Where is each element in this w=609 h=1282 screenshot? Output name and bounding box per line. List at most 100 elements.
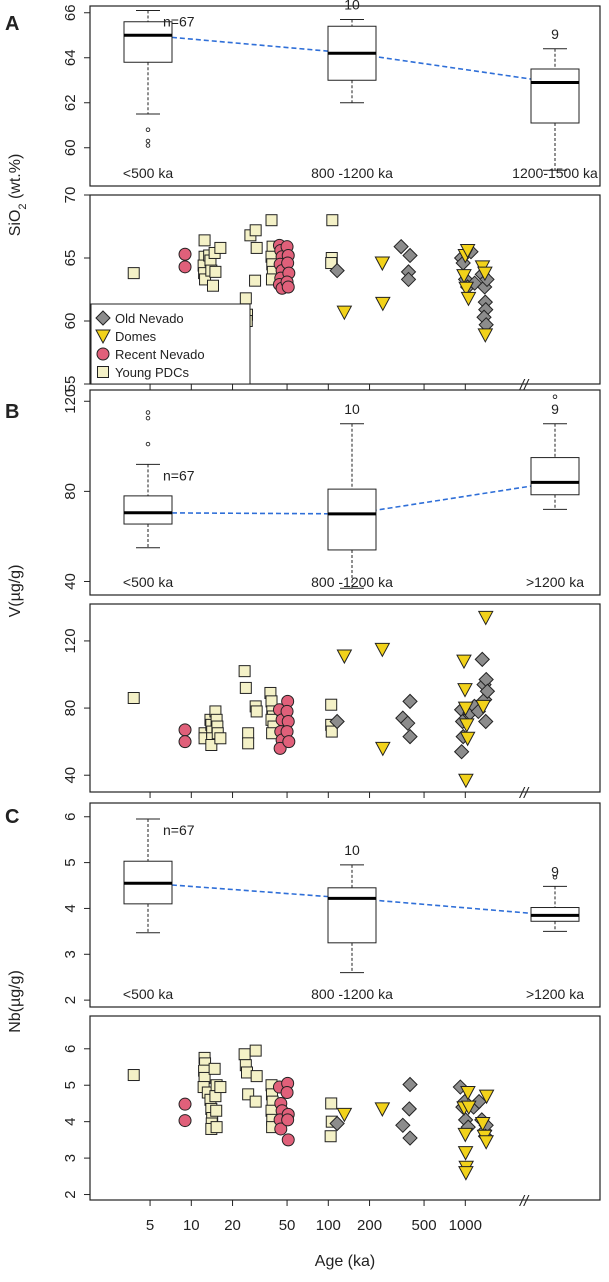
y-tick-label: 70: [62, 187, 79, 204]
axis-break-symbol: //: [519, 377, 530, 394]
square-marker: [206, 279, 219, 292]
boxplot-panel-C: 2 3 4 5 6 n=67 <500 ka 10 800 -1200 ka 9 >1200 ka: [62, 802, 601, 1008]
outlier-point: [552, 875, 558, 880]
box-group: 9 1200-1500 ka: [512, 26, 598, 181]
square-marker: [239, 681, 252, 694]
series-recent-nevado: [178, 1076, 295, 1147]
circle-marker: [178, 723, 192, 737]
box-group: 10 800 -1200 ka: [311, 401, 393, 590]
square-marker: [250, 705, 263, 718]
square-marker: [214, 732, 227, 745]
diamond-marker: [479, 683, 496, 699]
group-label: 800 -1200 ka: [311, 165, 393, 181]
y-tick-label: 4: [62, 1117, 79, 1125]
square-marker: [325, 1097, 338, 1110]
x-tick-label: 20: [224, 1217, 241, 1234]
sample-count-label: 9: [551, 401, 559, 417]
square-marker: [209, 265, 222, 278]
triangle-marker: [374, 296, 391, 312]
triangle-marker: [457, 1127, 474, 1143]
square-marker: [250, 1070, 263, 1083]
group-label: >1200 ka: [526, 986, 584, 1002]
square-marker: [127, 1069, 140, 1082]
axis-break-symbol: //: [519, 785, 530, 802]
iqr-box: [530, 457, 580, 496]
group-label: >1200 ka: [526, 574, 584, 590]
triangle-marker: [477, 328, 494, 343]
x-axis: 5 10 20 50 100 200 500 1000 Age (ka): [146, 1217, 482, 1270]
triangle-marker: [336, 1107, 353, 1123]
square-marker: [205, 739, 218, 751]
sample-count-label: 10: [344, 401, 360, 417]
square-marker: [198, 234, 211, 247]
diamond-marker: [471, 1093, 487, 1110]
triangle-marker: [459, 243, 476, 259]
x-tick-label: 1000: [449, 1217, 482, 1234]
triangle-marker: [374, 1102, 391, 1117]
triangle-marker: [460, 1086, 476, 1101]
square-marker: [250, 241, 263, 254]
square-marker: [249, 1095, 262, 1108]
triangle-marker: [457, 701, 474, 717]
y-tick-label: 6: [62, 813, 79, 821]
diamond-marker: [329, 713, 345, 730]
y-tick-label: 120: [62, 389, 79, 414]
plot-frame: [89, 603, 601, 793]
group-label: <500 ka: [123, 986, 173, 1002]
triangle-marker: [374, 741, 391, 757]
group-label: <500 ka: [123, 165, 173, 181]
circle-marker: [281, 280, 295, 294]
legend-label: Young PDCs: [115, 365, 189, 380]
y-tick-label: 40: [62, 767, 79, 784]
y-tick-label: 6: [62, 1045, 79, 1053]
y-axis-label: SiO2 (wt.%): [7, 154, 29, 237]
y-tick-label: 3: [62, 1154, 79, 1162]
series-young-pdcs: [127, 1044, 338, 1143]
triangle-marker: [456, 269, 472, 284]
square-marker: [238, 1048, 251, 1061]
box-group: n=67 <500 ka: [123, 410, 195, 590]
triangle-marker: [478, 1135, 495, 1150]
diamond-marker: [478, 713, 494, 730]
y-tick-label: 120: [62, 628, 79, 653]
iqr-box: [327, 488, 377, 551]
y-tick-label: 66: [62, 4, 79, 21]
group-label: 1200-1500 ka: [512, 165, 598, 181]
scatter-panel-A: 55 60 65 70 // Old Nevado Domes Recent Nevado Yo…: [62, 187, 601, 394]
square-marker: [242, 1088, 255, 1101]
outlier-point: [552, 394, 558, 400]
iqr-box: [530, 68, 580, 124]
sample-count-label: 10: [344, 842, 360, 858]
panel-letter: B: [5, 401, 19, 423]
square-marker: [325, 257, 338, 270]
legend-box: [90, 303, 251, 385]
square-marker: [242, 727, 255, 740]
legend: Old Nevado Domes Recent Nevado Young PDCs: [90, 303, 251, 385]
x-tick-label: 50: [279, 1217, 296, 1234]
legend-label: Recent Nevado: [115, 347, 205, 362]
circle-marker: [178, 260, 192, 274]
sample-count-label: 10: [344, 0, 360, 13]
diamond-marker: [453, 744, 470, 760]
x-tick-label: 10: [183, 1217, 200, 1234]
x-tick-label: 500: [412, 1217, 437, 1234]
y-tick-label: 55: [62, 376, 79, 393]
circle-marker: [281, 1113, 295, 1127]
square-marker: [97, 366, 109, 378]
plot-frame: [89, 802, 601, 1008]
square-marker: [249, 274, 262, 287]
y-axis-label-part: SiO: [7, 210, 24, 237]
y-axis-label-part: (wt.%): [7, 154, 24, 204]
circle-marker: [178, 735, 192, 749]
diamond-marker: [95, 310, 111, 326]
series-young-pdcs: [127, 665, 338, 751]
sample-count-label: 9: [551, 863, 559, 879]
square-marker: [325, 698, 338, 711]
circle-marker: [274, 1122, 288, 1136]
triangle-marker: [458, 1166, 474, 1181]
y-tick-label: 62: [62, 94, 79, 111]
y-axis-label-part: 2: [17, 203, 29, 209]
box-group: n=67 <500 ka: [123, 818, 195, 1002]
circle-marker: [280, 1086, 294, 1100]
box-group: n=67 <500 ka: [123, 10, 195, 181]
